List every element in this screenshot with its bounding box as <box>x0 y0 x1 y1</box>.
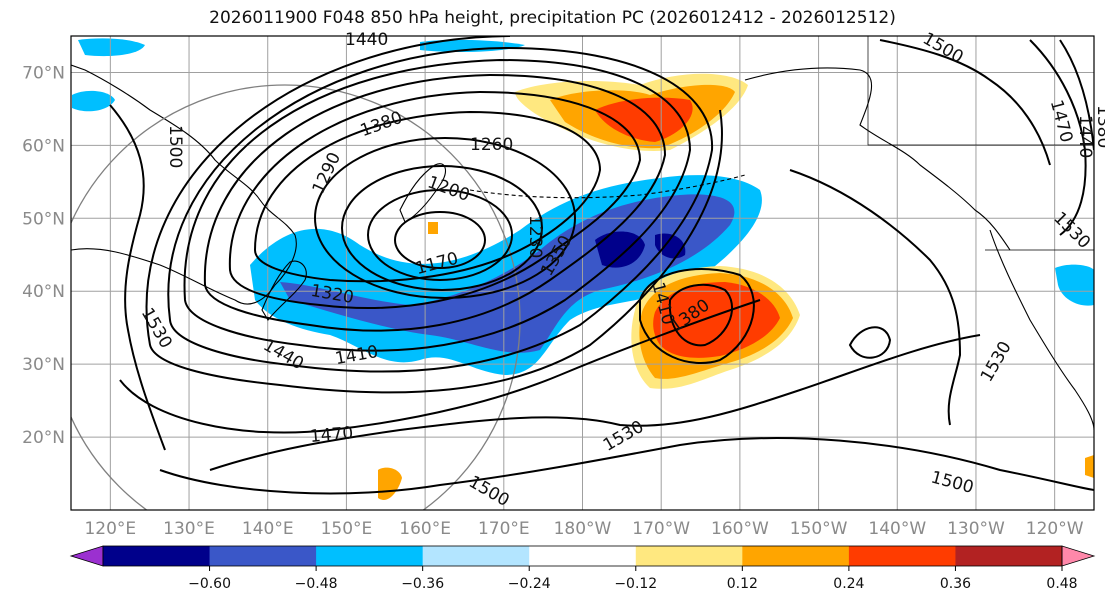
contour-1500-north <box>879 39 1051 166</box>
colorbar-label: −0.24 <box>508 576 551 592</box>
coastline-america <box>989 229 1094 431</box>
colorbar-label: −0.36 <box>401 576 444 592</box>
colorbar-label: 0.36 <box>940 576 971 592</box>
colorbar-outline <box>102 545 1063 567</box>
colorbar-segment <box>955 546 1063 566</box>
contour-label: 1230 <box>525 215 545 258</box>
contour-label: 1500 <box>165 125 185 168</box>
colorbar-label: 0.48 <box>1046 576 1077 592</box>
contour-1470 <box>119 299 761 434</box>
contour-1410 <box>167 46 714 373</box>
longitude-label: 160°E <box>399 519 451 539</box>
negative-anomaly-patch-2 <box>72 90 115 112</box>
contour-1410-low <box>639 268 755 365</box>
contour-label: 1440 <box>1075 115 1095 158</box>
positive-anomaly-patch-2 <box>1085 455 1094 478</box>
contour-1440 <box>145 36 723 394</box>
colorbar-segment <box>422 546 530 566</box>
contour-1530 <box>209 334 981 471</box>
latitude-label: 40°N <box>22 282 65 302</box>
contour-1260 <box>314 137 576 299</box>
colorbar-label: −0.12 <box>614 576 657 592</box>
contour-1530-east <box>789 169 962 426</box>
negative-anomaly-dark-2 <box>655 233 686 259</box>
latitude-label: 50°N <box>22 209 65 229</box>
contour-1380-low <box>668 283 734 347</box>
contour-1470-east <box>1059 39 1094 151</box>
colorbar-segment <box>209 546 317 566</box>
range-circle <box>71 84 521 510</box>
contour-1380 <box>183 58 692 352</box>
map-frame <box>70 35 1095 511</box>
colorbar-extend-high <box>1061 545 1096 567</box>
border-canada <box>867 36 1094 251</box>
longitude-label: 140°W <box>868 519 926 539</box>
longitude-label: 130°E <box>163 519 215 539</box>
positive-anomaly-south-red <box>653 282 780 358</box>
colorbar-extend-low <box>69 545 104 567</box>
colorbar-segment <box>848 546 956 566</box>
coastline-alaska <box>744 67 1011 251</box>
negative-anomaly-patch-4 <box>1055 264 1094 306</box>
negative-anomaly-patch-1 <box>78 38 145 57</box>
colorbar-segment <box>635 546 743 566</box>
longitude-label: 180°W <box>554 519 612 539</box>
latitude-label: 30°N <box>22 355 65 375</box>
longitude-label: 150°E <box>321 519 373 539</box>
gridlines <box>71 36 1094 510</box>
longitude-label: 140°E <box>242 519 294 539</box>
contour-1500-west <box>109 104 166 451</box>
colorbar-segment <box>742 546 850 566</box>
contour-1230 <box>341 165 543 291</box>
colorbar-segment <box>529 546 637 566</box>
contour-1200 <box>367 189 513 281</box>
contour-label: 1440 <box>345 30 388 50</box>
latitude-label: 20°N <box>22 428 65 448</box>
colorbar: −0.60 −0.48 −0.36 −0.24 −0.12 0.12 0.24 0.36 0.4… <box>69 545 1096 592</box>
contour-1350 <box>203 73 667 332</box>
map-title: 2026011900 F048 850 hPa height, precipit… <box>209 8 896 28</box>
coastline-kamchatka <box>399 163 446 223</box>
colorbar-label: −0.48 <box>295 576 338 592</box>
contour-label: 1260 <box>470 135 513 155</box>
contour-1320 <box>228 90 642 309</box>
longitude-label: 130°W <box>947 519 1005 539</box>
negative-anomaly-dark <box>595 231 645 268</box>
positive-anomaly-patch-3 <box>428 222 438 234</box>
colorbar-segment <box>103 546 211 566</box>
longitude-labels: 120°E 130°E 140°E 150°E 160°E 170°E 180°W 170°W… <box>84 519 1083 539</box>
longitude-label: 120°E <box>84 519 136 539</box>
contour-1500-south <box>159 437 1094 495</box>
colorbar-label: −0.60 <box>188 576 231 592</box>
latitude-labels: 70°N 60°N 50°N 40°N 30°N 20°N <box>22 63 65 448</box>
coastline-asia <box>71 64 297 305</box>
longitude-label: 160°W <box>711 519 769 539</box>
positive-anomaly-north-red <box>595 97 693 142</box>
longitude-label: 170°E <box>478 519 530 539</box>
contour-label: 1380 <box>1093 105 1105 148</box>
height-contours <box>109 36 1094 495</box>
colorbar-label: 0.24 <box>833 576 864 592</box>
latitude-label: 70°N <box>22 63 65 83</box>
colorbar-label: 0.12 <box>727 576 758 592</box>
longitude-label: 150°W <box>790 519 848 539</box>
longitude-label: 120°W <box>1026 519 1084 539</box>
colorbar-segment <box>316 546 424 566</box>
contour-1530-se <box>848 326 892 359</box>
contour-1170 <box>394 211 486 269</box>
latitude-label: 60°N <box>22 136 65 156</box>
contour-1500-low-east <box>1029 39 1087 236</box>
contour-1290 <box>253 110 602 283</box>
contour-label: 1470 <box>309 423 354 447</box>
coastline-japan <box>261 260 307 321</box>
longitude-label: 170°W <box>632 519 690 539</box>
